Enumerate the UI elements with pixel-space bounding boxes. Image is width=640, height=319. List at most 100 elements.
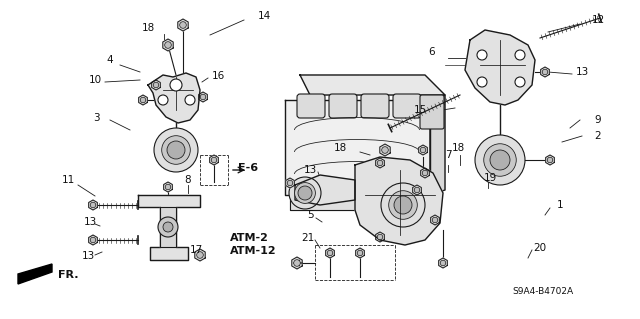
Circle shape [515,50,525,60]
Circle shape [196,252,204,258]
Circle shape [547,157,553,163]
Circle shape [440,260,445,266]
Polygon shape [355,157,443,245]
Circle shape [185,95,195,105]
Circle shape [158,217,178,237]
Polygon shape [195,249,205,261]
FancyBboxPatch shape [361,94,389,118]
Circle shape [422,170,428,176]
Circle shape [327,250,333,256]
Circle shape [90,237,96,243]
Text: 13: 13 [81,251,95,261]
Text: ATM-12: ATM-12 [230,246,276,256]
Text: 13: 13 [575,67,589,77]
Circle shape [287,180,292,186]
Text: 12: 12 [591,15,605,25]
FancyBboxPatch shape [420,95,444,129]
Text: 5: 5 [307,210,314,220]
Text: 10: 10 [88,75,102,85]
Polygon shape [420,168,429,178]
Circle shape [289,177,321,209]
Circle shape [357,250,363,256]
Polygon shape [295,175,355,205]
Text: 4: 4 [107,55,113,65]
Text: 20: 20 [533,243,547,253]
Text: S9A4-B4702A: S9A4-B4702A [512,287,573,296]
Circle shape [153,82,159,88]
Circle shape [170,79,182,91]
Text: 13: 13 [303,165,317,175]
Circle shape [294,260,300,266]
Polygon shape [148,73,200,123]
Text: 8: 8 [185,175,191,185]
Circle shape [414,187,420,193]
Circle shape [200,94,205,100]
Polygon shape [89,200,97,210]
Polygon shape [198,92,207,102]
Polygon shape [89,235,97,245]
Circle shape [180,22,186,28]
Text: 13: 13 [83,217,97,227]
Polygon shape [413,185,421,195]
Polygon shape [285,100,430,195]
Circle shape [432,217,438,223]
Polygon shape [210,155,218,165]
Polygon shape [163,39,173,51]
Polygon shape [419,145,428,155]
FancyBboxPatch shape [329,94,357,118]
Polygon shape [430,95,445,195]
Circle shape [542,69,548,75]
Circle shape [163,222,173,232]
Circle shape [90,202,96,208]
Circle shape [394,196,412,214]
Text: 18: 18 [333,143,347,153]
Polygon shape [152,80,161,90]
Text: 9: 9 [595,115,602,125]
Circle shape [167,141,185,159]
Polygon shape [326,248,334,258]
Polygon shape [138,195,200,260]
Circle shape [298,186,312,200]
Polygon shape [290,195,425,210]
Polygon shape [356,248,364,258]
FancyBboxPatch shape [297,94,325,118]
Polygon shape [465,30,535,105]
Polygon shape [178,19,188,31]
Text: 2: 2 [595,131,602,141]
Circle shape [294,182,316,204]
Polygon shape [438,258,447,268]
Text: 17: 17 [189,245,203,255]
Circle shape [162,136,190,164]
Polygon shape [376,232,385,242]
FancyBboxPatch shape [393,94,421,118]
Circle shape [165,184,171,190]
Text: 14: 14 [257,11,271,21]
Polygon shape [139,95,147,105]
Circle shape [484,144,516,176]
Circle shape [475,135,525,185]
Polygon shape [164,182,172,192]
Circle shape [377,234,383,240]
Text: ATM-2: ATM-2 [230,233,269,243]
Text: E-6: E-6 [238,163,258,173]
Polygon shape [300,75,445,95]
Text: 19: 19 [483,173,497,183]
Polygon shape [431,215,439,225]
Circle shape [515,77,525,87]
Polygon shape [380,144,390,156]
Circle shape [420,147,426,153]
Circle shape [154,128,198,172]
Circle shape [381,147,388,153]
Text: 18: 18 [141,23,155,33]
Circle shape [477,77,487,87]
Polygon shape [546,155,554,165]
Circle shape [377,160,383,166]
Text: 3: 3 [93,113,99,123]
Text: 1: 1 [557,200,563,210]
Text: 7: 7 [445,150,451,160]
Text: 21: 21 [301,233,315,243]
Circle shape [164,42,172,48]
Polygon shape [18,264,52,284]
Text: 15: 15 [413,105,427,115]
Polygon shape [376,158,385,168]
